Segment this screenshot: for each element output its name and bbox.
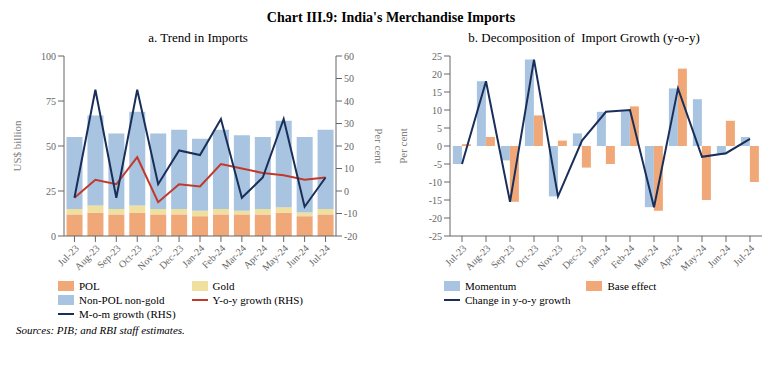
svg-text:May-24: May-24 xyxy=(260,243,290,273)
svg-text:Jun-24: Jun-24 xyxy=(705,243,732,270)
html-text:POL: POL xyxy=(79,280,100,292)
svg-text:Per cent: Per cent xyxy=(373,128,385,164)
svg-text:Jul-24: Jul-24 xyxy=(731,243,756,268)
svg-text:Sep-23: Sep-23 xyxy=(95,243,123,271)
svg-text:50: 50 xyxy=(46,141,56,152)
svg-text:Feb-24: Feb-24 xyxy=(199,242,228,271)
svg-text:25: 25 xyxy=(46,186,56,197)
svg-text:Mar-24: Mar-24 xyxy=(632,243,661,272)
html-text:Change in y-o-y growth: Change in y-o-y growth xyxy=(465,294,571,306)
svg-text:Nov-23: Nov-23 xyxy=(135,242,165,272)
svg-text:30: 30 xyxy=(344,118,354,129)
svg-text:25: 25 xyxy=(432,51,442,62)
svg-text:Jan-24: Jan-24 xyxy=(586,243,613,270)
svg-text:-25: -25 xyxy=(429,231,442,242)
svg-text:Per cent: Per cent xyxy=(397,128,409,164)
html-text:Chart III.9: India's Merchandi: Chart III.9: India's Merchandise Imports xyxy=(266,10,516,25)
html-text:a. Trend in Imports: a. Trend in Imports xyxy=(148,30,248,45)
svg-text:60: 60 xyxy=(344,51,354,62)
svg-text:100: 100 xyxy=(41,51,56,62)
svg-text:-10: -10 xyxy=(429,177,442,188)
svg-text:Aug-23: Aug-23 xyxy=(72,243,101,272)
svg-text:0: 0 xyxy=(51,231,56,242)
svg-text:-20: -20 xyxy=(344,231,357,242)
svg-text:Nov-23: Nov-23 xyxy=(535,243,564,272)
svg-text:Sep-23: Sep-23 xyxy=(489,243,517,271)
svg-text:75: 75 xyxy=(46,96,56,107)
svg-text:Aug-23: Aug-23 xyxy=(463,243,492,272)
svg-text:Dec-23: Dec-23 xyxy=(157,243,186,272)
svg-text:Dec-23: Dec-23 xyxy=(560,243,589,272)
svg-text:US$ billion: US$ billion xyxy=(11,120,23,172)
svg-text:May-24: May-24 xyxy=(678,243,708,273)
svg-text:Jan-24: Jan-24 xyxy=(179,242,207,270)
svg-text:40: 40 xyxy=(344,96,354,107)
svg-text:-10: -10 xyxy=(344,208,357,219)
svg-text:Apr-24: Apr-24 xyxy=(241,242,270,271)
svg-text:-20: -20 xyxy=(429,213,442,224)
html-text:Non-POL non-gold: Non-POL non-gold xyxy=(79,294,165,306)
html-text:M-o-m growth (RHS): M-o-m growth (RHS) xyxy=(79,308,176,320)
svg-text:Jul-23: Jul-23 xyxy=(55,242,81,269)
svg-text:10: 10 xyxy=(432,105,442,116)
svg-text:0: 0 xyxy=(344,186,349,197)
svg-text:5: 5 xyxy=(437,123,442,134)
svg-text:0: 0 xyxy=(437,141,442,152)
svg-text:20: 20 xyxy=(344,141,354,152)
svg-text:20: 20 xyxy=(432,69,442,80)
svg-text:Jun-24: Jun-24 xyxy=(284,243,311,270)
svg-text:Jul-23: Jul-23 xyxy=(443,242,469,269)
svg-text:Oct-23: Oct-23 xyxy=(513,242,541,271)
svg-text:15: 15 xyxy=(432,87,442,98)
svg-text:Apr-24: Apr-24 xyxy=(656,242,685,271)
html-text:Momentum: Momentum xyxy=(465,280,517,292)
svg-text:Jul-24: Jul-24 xyxy=(307,243,332,268)
html-text:Gold: Gold xyxy=(212,280,235,292)
svg-text:-5: -5 xyxy=(434,159,442,170)
html-text:Sources: PIB; and RBI staff es: Sources: PIB; and RBI staff estimates. xyxy=(16,324,185,336)
html-text:Y-o-y growth (RHS): Y-o-y growth (RHS) xyxy=(212,294,303,306)
svg-text:50: 50 xyxy=(344,73,354,84)
svg-text:Feb-24: Feb-24 xyxy=(609,243,637,271)
html-text:Base effect: Base effect xyxy=(607,280,657,292)
svg-text:Oct-23: Oct-23 xyxy=(116,242,144,271)
html-text:b. Decomposition of Import Gro: b. Decomposition of Import Growth (y-o-y… xyxy=(468,30,700,45)
svg-text:-15: -15 xyxy=(429,195,442,206)
svg-text:10: 10 xyxy=(344,163,354,174)
svg-text:Mar-24: Mar-24 xyxy=(219,243,248,272)
